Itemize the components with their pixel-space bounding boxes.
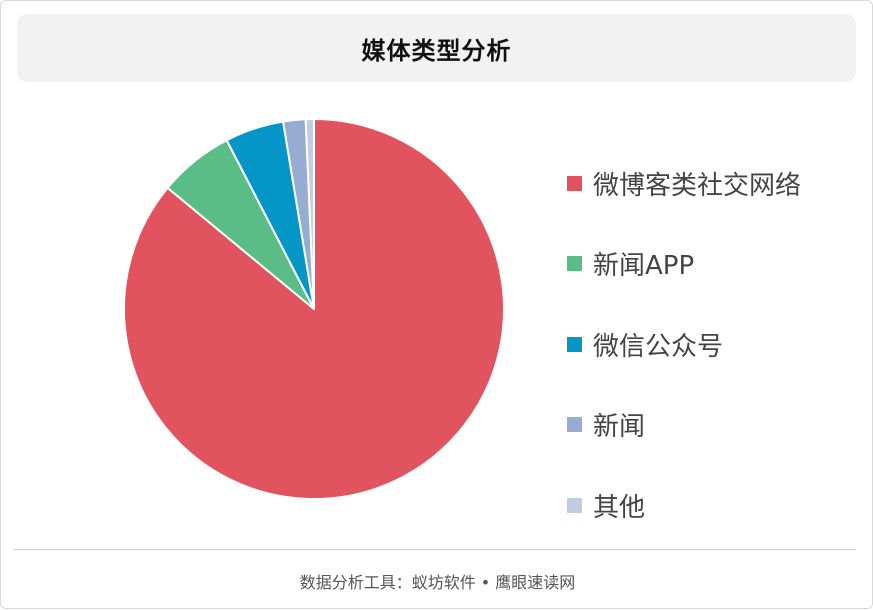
legend-swatch	[567, 175, 582, 191]
legend-item[interactable]: 新闻APP	[567, 224, 857, 305]
chart-title: 媒体类型分析	[361, 36, 512, 65]
legend-label: 微信公众号	[593, 331, 724, 362]
legend-label: 其他	[593, 492, 646, 523]
title-bar: 媒体类型分析	[17, 14, 856, 82]
footer-credit: 数据分析工具：蚁坊软件 • 鹰眼速读网	[299, 573, 576, 592]
legend-label: 新闻	[593, 412, 646, 443]
legend-swatch	[567, 417, 582, 433]
legend-swatch	[567, 497, 582, 513]
legend-swatch	[567, 256, 582, 272]
legend-swatch	[567, 336, 582, 352]
legend-item[interactable]: 新闻	[567, 385, 857, 466]
legend-label: 微博客类社交网络	[593, 170, 802, 201]
legend-item[interactable]: 微博客类社交网络	[567, 143, 857, 224]
pie-slice-5[interactable]	[304, 118, 315, 310]
footer-divider	[13, 549, 856, 550]
legend-item[interactable]: 其他	[567, 465, 857, 546]
legend-item[interactable]: 微信公众号	[567, 304, 857, 385]
legend-label: 新闻APP	[593, 251, 695, 282]
legend: 微博客类社交网络 新闻APP 微信公众号新闻其他	[567, 143, 857, 546]
